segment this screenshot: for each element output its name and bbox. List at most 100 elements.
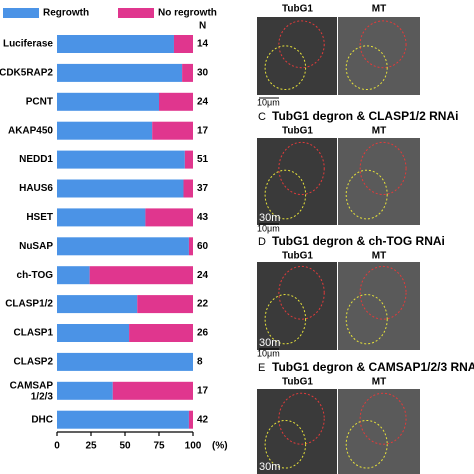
cell-outline <box>345 45 388 91</box>
panel-label: MT <box>372 251 386 262</box>
panel-letter: C <box>258 111 266 123</box>
legend-label: Regrowth <box>43 8 89 19</box>
n-value: 24 <box>197 96 209 107</box>
category-label: CDK5RAP2 <box>0 68 53 79</box>
bar-segment <box>57 352 193 371</box>
cell-outline <box>278 265 325 320</box>
bar-segment <box>57 208 146 227</box>
micrograph <box>338 17 420 95</box>
legend-label: No regrowth <box>158 8 217 19</box>
cell-outline <box>359 20 407 69</box>
category-label: Luciferase <box>3 39 53 50</box>
bar-segment <box>188 410 193 429</box>
category-label: DHC <box>31 414 53 425</box>
bar-segment <box>57 410 189 429</box>
n-value: 22 <box>197 299 209 310</box>
category-label: NEDD1 <box>19 154 53 165</box>
x-tick-label: 25 <box>85 441 97 452</box>
n-header: N <box>199 21 206 32</box>
cell-outline <box>345 419 388 469</box>
category-label: CAMSAP 1/2/3 <box>10 380 54 402</box>
bar-segment <box>182 63 193 82</box>
cell-outline <box>345 169 388 220</box>
bar-segment <box>89 266 193 285</box>
n-value: 42 <box>197 414 209 425</box>
bar-segment <box>173 35 193 53</box>
bar-segment <box>57 381 113 400</box>
bar-segment <box>159 92 193 111</box>
bar-segment <box>57 179 184 198</box>
bar-segment <box>57 121 153 140</box>
bar-segment <box>137 295 193 314</box>
n-value: 24 <box>197 270 209 281</box>
panel-label: TubG1 <box>282 251 313 262</box>
scale-label: 10μm <box>257 97 280 107</box>
x-tick-label: 100 <box>185 441 202 452</box>
cell-outline <box>359 265 407 320</box>
category-label: CLASP2 <box>14 357 54 368</box>
cell-outline <box>264 45 307 91</box>
category-label: HSET <box>26 212 53 223</box>
n-value: 26 <box>197 328 209 339</box>
category-label: AKAP450 <box>8 125 53 136</box>
n-value: 51 <box>197 154 209 165</box>
bar-segment <box>183 179 193 198</box>
x-unit: (%) <box>212 441 228 452</box>
panel-letter: E <box>258 362 265 374</box>
x-tick-label: 50 <box>119 441 131 452</box>
n-value: 14 <box>197 39 209 50</box>
bar-segment <box>57 266 90 285</box>
legend-swatch <box>118 8 154 18</box>
time-stamp: 30m <box>259 212 280 224</box>
panel-label: MT <box>372 126 386 137</box>
micrograph <box>257 17 337 95</box>
cell-outline <box>345 294 388 345</box>
panel-title: TubG1 degron & CLASP1/2 RNAi <box>272 109 458 123</box>
n-value: 8 <box>197 357 203 368</box>
x-tick-label: 0 <box>54 441 60 452</box>
cell-outline <box>359 141 407 196</box>
cell-outline <box>264 294 307 345</box>
panel-label: TubG1 <box>282 126 313 137</box>
bar-segment <box>57 63 183 82</box>
cell-outline <box>264 169 307 220</box>
bar-segment <box>57 324 130 342</box>
panel-label: TubG1 <box>282 377 313 388</box>
panel-title: TubG1 degron & ch-TOG RNAi <box>272 234 445 248</box>
category-label: CLASP1/2 <box>5 299 53 310</box>
bar-segment <box>112 381 193 400</box>
micrograph <box>338 262 420 350</box>
bar-segment <box>57 237 189 256</box>
bar-segment <box>145 208 193 227</box>
category-label: HAUS6 <box>19 183 53 194</box>
cell-outline <box>264 419 307 469</box>
bar-segment <box>57 35 174 53</box>
time-stamp: 30m <box>259 461 280 473</box>
cell-outline <box>278 141 325 196</box>
n-value: 43 <box>197 212 209 223</box>
micrograph <box>338 138 420 225</box>
panel-label: MT <box>372 4 386 15</box>
n-value: 17 <box>197 385 209 396</box>
legend-swatch <box>3 8 39 18</box>
x-tick-label: 75 <box>153 441 165 452</box>
category-label: CLASP1 <box>14 328 54 339</box>
cell-outline <box>359 392 407 445</box>
cell-outline <box>278 392 325 445</box>
category-label: NuSAP <box>19 241 53 252</box>
panel-label: TubG1 <box>282 4 313 15</box>
micrograph <box>338 389 420 474</box>
category-label: ch-TOG <box>17 270 54 281</box>
category-label: PCNT <box>26 96 53 107</box>
time-stamp: 30m <box>259 337 280 349</box>
bar-segment <box>57 295 138 314</box>
n-value: 37 <box>197 183 209 194</box>
bar-segment <box>129 324 193 342</box>
panel-title: TubG1 degron & CAMSAP1/2/3 RNAi <box>272 360 474 374</box>
bar-segment <box>152 121 193 140</box>
cell-outline <box>278 20 325 69</box>
scale-label: 10μm <box>257 348 280 358</box>
scale-label: 10μm <box>257 223 280 233</box>
bar-segment <box>57 92 159 111</box>
